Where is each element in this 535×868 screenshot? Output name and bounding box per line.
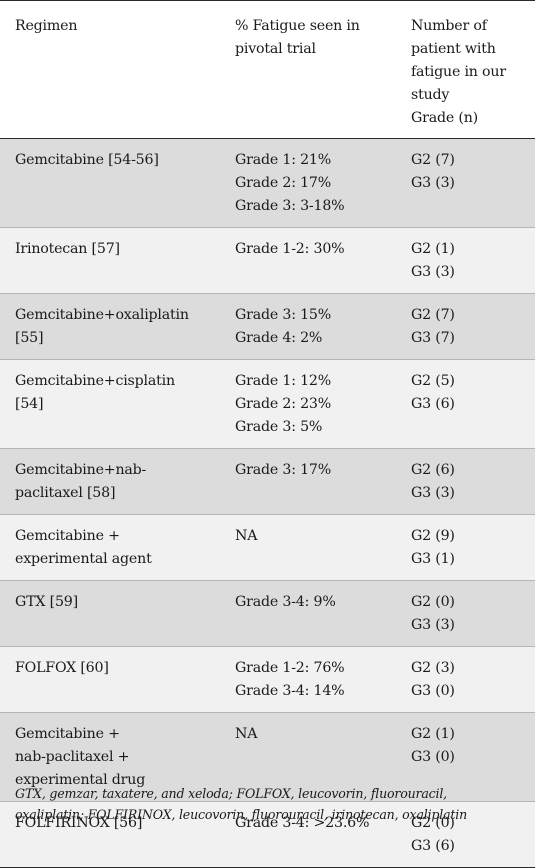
cell-text-line: G3 (6) [411,396,455,412]
cell-text-line: Gemcitabine [54-56] [15,152,159,168]
cell-patients-study: G2 (6) G3 (3) [396,449,535,515]
header-regimen: Regimen [15,18,78,34]
cell-text-line: G3 (0) [411,683,455,699]
cell-text-line: Grade 3: 15% [235,307,332,323]
cell-regimen: Gemcitabine+oxaliplatin [55] [0,294,220,360]
cell-text-line: G2 (5) [411,373,455,389]
cell-patients-study: G2 (1) G3 (3) [396,228,535,294]
cell-text-line: Gemcitabine + [15,528,120,544]
cell-fatigue-pivotal: Grade 1: 21% Grade 2: 17% Grade 3: 3-18% [220,139,396,228]
cell-text-line: G2 (1) [411,726,455,742]
cell-text-line: G3 (0) [411,749,455,765]
header-patients-study: Number of patient with fatigue in our st… [411,18,506,126]
table-row: Gemcitabine+cisplatin [54] Grade 1: 12% Gra… [0,359,535,449]
cell-text-line: G3 (3) [411,617,455,633]
cell-regimen: Gemcitabine + nab-paclitaxel + experimenta… [0,713,220,802]
cell-fatigue-pivotal: Grade 3: 15% Grade 4: 2% [220,294,396,360]
table-row: Gemcitabine [54-56] Grade 1: 21% Grade 2: … [0,138,535,228]
cell-patients-study: G2 (7) G3 (7) [396,294,535,360]
cell-text-line: Grade 2: 23% [235,396,332,412]
table-body: Gemcitabine [54-56] Grade 1: 21% Grade 2: … [0,138,535,868]
table-row: Irinotecan [57] Grade 1-2: 30% G2 (1) G3 (3… [0,227,535,294]
cell-regimen: Gemcitabine+nab-paclitaxel [58] [0,449,220,515]
cell-text-line: G3 (3) [411,485,455,501]
cell-patients-study: G2 (3) G3 (0) [396,647,535,713]
cell-text-line: G3 (1) [411,551,455,567]
cell-text-line: FOLFOX [60] [15,660,109,676]
cell-text-line: Grade 3-4: 14% [235,683,345,699]
cell-text-line: G2 (6) [411,462,455,478]
cell-text-line: NA [235,726,258,742]
cell-text-line: Grade 2: 17% [235,175,332,191]
cell-fatigue-pivotal: Grade 1-2: 76% Grade 3-4: 14% [220,647,396,713]
cell-fatigue-pivotal: Grade 3: 17% [220,449,396,515]
cell-regimen: GTX [59] [0,581,220,647]
cell-text-line: Gemcitabine+oxaliplatin [15,307,189,323]
cell-text-line: GTX [59] [15,594,78,610]
cell-text-line: Grade 3-4: 9% [235,594,336,610]
table-row: Gemcitabine + experimental agent NA G2 (9) G… [0,514,535,581]
cell-patients-study: G2 (1) G3 (0) [396,713,535,802]
cell-fatigue-pivotal: NA [220,713,396,802]
cell-fatigue-pivotal: NA [220,515,396,581]
cell-text-line: Grade 1: 12% [235,373,332,389]
cell-text-line: [55] [15,330,44,346]
cell-text-line: experimental agent [15,551,152,567]
cell-text-line: G2 (1) [411,241,455,257]
cell-text-line: Irinotecan [57] [15,241,120,257]
cell-text-line: G3 (6) [411,838,455,854]
cell-regimen: Gemcitabine+cisplatin [54] [0,360,220,449]
cell-text-line: Grade 1-2: 76% [235,660,345,676]
cell-regimen: Gemcitabine [54-56] [0,139,220,228]
cell-text-line: Grade 4: 2% [235,330,323,346]
cell-fatigue-pivotal: Grade 1-2: 30% [220,228,396,294]
cell-text-line: [54] [15,396,44,412]
cell-text-line: Grade 3: 3-18% [235,198,345,214]
cell-text-line: Grade 3: 17% [235,462,332,478]
cell-text-line: G3 (7) [411,330,455,346]
cell-fatigue-pivotal: Grade 3-4: 9% [220,581,396,647]
cell-regimen: Irinotecan [57] [0,228,220,294]
table-row: Gemcitabine + nab-paclitaxel + experimenta… [0,712,535,802]
cell-text-line: Gemcitabine+cisplatin [15,373,175,389]
header-fatigue-pivotal: % Fatigue seen in pivotal trial [235,18,360,57]
cell-text-line: Grade 1-2: 30% [235,241,345,257]
cell-fatigue-pivotal: Grade 1: 12% Grade 2: 23% Grade 3: 5% [220,360,396,449]
cell-regimen: Gemcitabine + experimental agent [0,515,220,581]
cell-text-line: Gemcitabine + [15,726,120,742]
table-row: FOLFOX [60] Grade 1-2: 76% Grade 3-4: 14% G… [0,646,535,713]
cell-text-line: G2 (3) [411,660,455,676]
cell-patients-study: G2 (0) G3 (3) [396,581,535,647]
cell-text-line: G3 (3) [411,175,455,191]
cell-text-line: paclitaxel [58] [15,485,116,501]
table-footnote: GTX, gemzar, taxatere, and xeloda; FOLFO… [15,786,468,822]
cell-text-line: G2 (7) [411,307,455,323]
table-row: Gemcitabine+oxaliplatin [55] Grade 3: 15% G… [0,293,535,360]
cell-text-line: nab-paclitaxel + [15,749,130,765]
cell-text-line: NA [235,528,258,544]
cell-text-line: Gemcitabine+nab- [15,462,147,478]
cell-text-line: G2 (7) [411,152,455,168]
table-header: Regimen % Fatigue seen in pivotal trial … [0,0,535,139]
table-row: GTX [59] Grade 3-4: 9% G2 (0) G3 (3) [0,580,535,647]
header-row: Regimen % Fatigue seen in pivotal trial … [0,0,535,139]
cell-regimen: FOLFOX [60] [0,647,220,713]
cell-patients-study: G2 (5) G3 (6) [396,360,535,449]
cell-text-line: G2 (9) [411,528,455,544]
cell-patients-study: G2 (7) G3 (3) [396,139,535,228]
cell-text-line: G3 (3) [411,264,455,280]
cell-text-line: Grade 1: 21% [235,152,332,168]
cell-text-line: experimental drug [15,772,146,788]
cell-text-line: G2 (0) [411,594,455,610]
cell-text-line: Grade 3: 5% [235,419,323,435]
table-row: Gemcitabine+nab-paclitaxel [58] Grade 3: … [0,448,535,515]
cell-patients-study: G2 (9) G3 (1) [396,515,535,581]
